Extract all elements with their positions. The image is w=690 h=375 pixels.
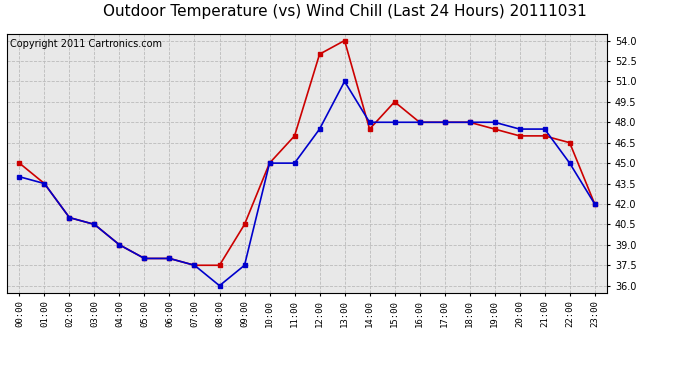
Text: Copyright 2011 Cartronics.com: Copyright 2011 Cartronics.com (10, 39, 162, 49)
Text: Outdoor Temperature (vs) Wind Chill (Last 24 Hours) 20111031: Outdoor Temperature (vs) Wind Chill (Las… (103, 4, 587, 19)
